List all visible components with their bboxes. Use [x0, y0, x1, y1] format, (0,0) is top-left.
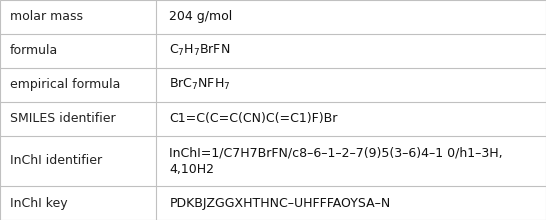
Text: formula: formula: [10, 44, 58, 57]
Text: C$_7$H$_7$BrFN: C$_7$H$_7$BrFN: [169, 43, 230, 59]
Text: PDKBJZGGXHTHNC–UHFFFAOYSA–N: PDKBJZGGXHTHNC–UHFFFAOYSA–N: [169, 196, 390, 209]
Text: BrC$_7$NFH$_7$: BrC$_7$NFH$_7$: [169, 77, 230, 92]
Text: molar mass: molar mass: [10, 11, 83, 24]
Text: C1=C(C=C(CN)C(=C1)F)Br: C1=C(C=C(CN)C(=C1)F)Br: [169, 112, 337, 125]
Text: SMILES identifier: SMILES identifier: [10, 112, 115, 125]
Text: empirical formula: empirical formula: [10, 78, 120, 91]
Text: InChI identifier: InChI identifier: [10, 154, 102, 167]
Text: InChI=1/C7H7BrFN/c8–6–1–2–7(9)5(3–6)4–1 0/h1–3H,
4,10H2: InChI=1/C7H7BrFN/c8–6–1–2–7(9)5(3–6)4–1 …: [169, 147, 503, 176]
Text: 204 g/mol: 204 g/mol: [169, 11, 233, 24]
Text: InChI key: InChI key: [10, 196, 68, 209]
